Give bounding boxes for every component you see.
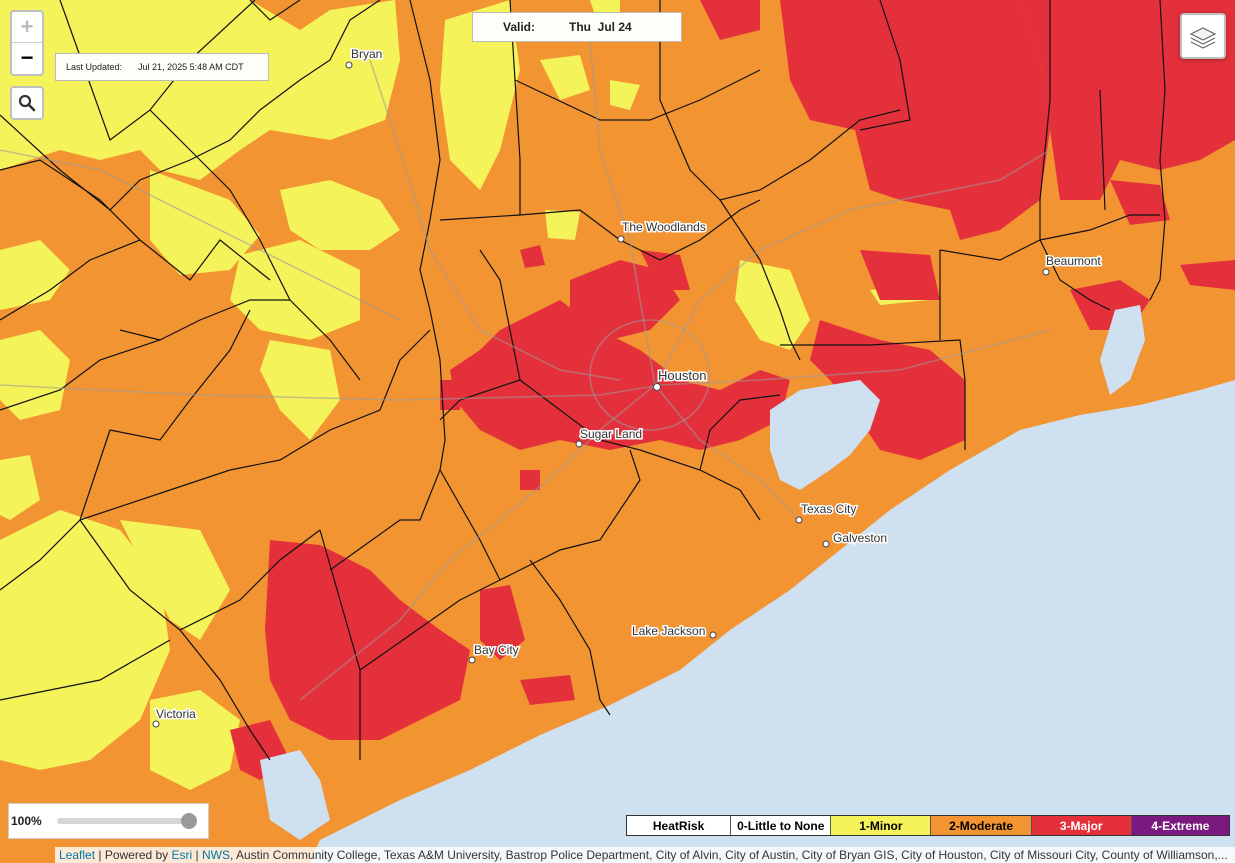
zoom-in-button[interactable]: +	[12, 12, 42, 43]
city-the-woodlands[interactable]: The Woodlands	[617, 219, 707, 243]
city-label: Galveston	[833, 531, 887, 545]
last-updated-value: Jul 21, 2025 5:48 AM CDT	[138, 62, 244, 72]
major-risk-areas	[230, 0, 1235, 780]
city-lake-jackson[interactable]: Lake Jackson	[631, 623, 717, 640]
opacity-slider-track[interactable]	[57, 813, 197, 829]
zoom-out-button[interactable]: −	[20, 45, 34, 70]
legend-item: 1-Minor	[830, 816, 931, 835]
nws-link[interactable]: NWS	[202, 848, 230, 862]
last-updated-label: Last Updated:	[66, 62, 123, 72]
city-bay-city[interactable]: Bay City	[468, 642, 520, 664]
map-attribution: Leaflet | Powered by Esri | NWS, Austin …	[55, 847, 1235, 863]
legend-title: HeatRisk	[627, 816, 731, 835]
city-texas-city[interactable]: Texas City	[795, 501, 858, 524]
attribution-separator: |	[192, 848, 202, 862]
city-label: The Woodlands	[622, 220, 706, 234]
city-galveston[interactable]: Galveston	[822, 530, 889, 548]
attribution-powered: | Powered by	[95, 848, 172, 862]
city-markers: Bryan The Woodlands Houston Sugar Land B…	[152, 46, 1103, 728]
city-label: Victoria	[156, 707, 196, 721]
minor-risk-areas	[0, 0, 930, 790]
legend-item: 0-Little to None	[730, 816, 831, 835]
opacity-slider-thumb[interactable]	[181, 813, 197, 829]
city-label: Houston	[658, 368, 706, 383]
city-bryan[interactable]: Bryan	[345, 46, 384, 69]
legend-item: 2-Moderate	[930, 816, 1031, 835]
gulf-of-mexico	[260, 305, 1235, 863]
city-label: Lake Jackson	[632, 624, 705, 638]
city-sugar-land[interactable]: Sugar Land	[575, 426, 644, 448]
city-houston[interactable]: Houston	[653, 367, 708, 391]
highways	[0, 39, 1051, 701]
esri-link[interactable]: Esri	[171, 848, 193, 862]
layers-icon	[1189, 27, 1217, 49]
city-label: Bryan	[351, 47, 382, 61]
attribution-sources: , Austin Community College, Texas A&M Un…	[230, 848, 1228, 862]
city-label: Texas City	[801, 502, 856, 516]
legend-item: 4-Extreme	[1130, 816, 1230, 835]
city-beaumont[interactable]: Beaumont	[1042, 253, 1103, 276]
leaflet-link[interactable]: Leaflet	[59, 848, 96, 862]
search-button[interactable]	[10, 86, 44, 120]
legend-item: 3-Major	[1030, 816, 1131, 835]
last-updated-box: Last Updated: Jul 21, 2025 5:48 AM CDT	[55, 53, 269, 81]
heatrisk-legend: HeatRisk 0-Little to None 1-Minor 2-Modera…	[626, 815, 1230, 836]
opacity-value: 100%	[11, 814, 42, 828]
search-icon	[18, 94, 36, 112]
city-label: Beaumont	[1046, 254, 1101, 268]
valid-label: Valid:	[503, 20, 536, 34]
zoom-control: + −	[10, 10, 44, 76]
opacity-control: 100%	[8, 803, 209, 839]
valid-value: Thu Jul 24	[569, 20, 632, 34]
valid-date-box: Valid: Thu Jul 24	[472, 12, 682, 42]
city-victoria[interactable]: Victoria	[152, 706, 198, 728]
city-label: Bay City	[474, 643, 519, 657]
layers-button[interactable]	[1180, 13, 1226, 59]
city-label: Sugar Land	[580, 427, 642, 441]
